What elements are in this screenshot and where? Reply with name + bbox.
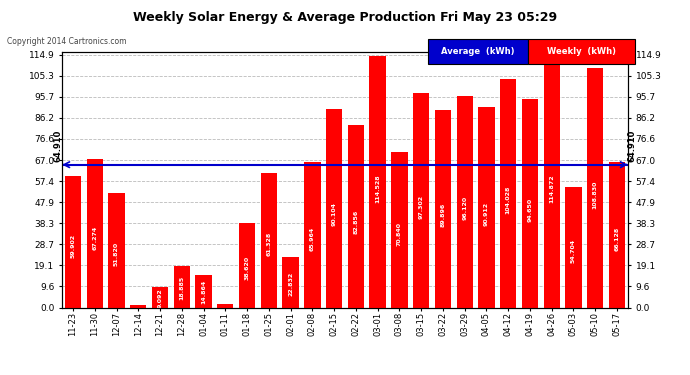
Bar <box>174 266 190 308</box>
Bar <box>478 108 495 307</box>
Bar <box>565 187 582 308</box>
Text: 59.902: 59.902 <box>70 234 75 258</box>
Text: 94.650: 94.650 <box>527 198 533 222</box>
Bar <box>86 159 103 308</box>
Bar <box>65 176 81 308</box>
Bar <box>435 110 451 308</box>
Bar <box>217 304 233 307</box>
Bar <box>369 56 386 308</box>
Text: 114.528: 114.528 <box>375 175 380 203</box>
Text: 70.840: 70.840 <box>397 222 402 246</box>
Bar <box>587 68 604 308</box>
Text: 54.704: 54.704 <box>571 239 576 263</box>
Bar <box>500 79 516 308</box>
Text: 82.856: 82.856 <box>353 210 358 234</box>
Bar <box>152 288 168 308</box>
Text: Copyright 2014 Cartronics.com: Copyright 2014 Cartronics.com <box>7 38 126 46</box>
Text: 51.820: 51.820 <box>114 242 119 266</box>
Text: 64.910: 64.910 <box>53 130 62 162</box>
Bar <box>282 257 299 307</box>
Bar <box>108 194 125 308</box>
Text: 14.864: 14.864 <box>201 280 206 304</box>
Bar <box>609 162 625 308</box>
Text: 108.830: 108.830 <box>593 181 598 209</box>
Text: 9.092: 9.092 <box>157 288 163 308</box>
Bar <box>522 99 538 308</box>
Text: 114.872: 114.872 <box>549 174 554 203</box>
Text: 38.620: 38.620 <box>244 255 250 280</box>
Bar <box>413 93 429 308</box>
Text: Weekly Solar Energy & Average Production Fri May 23 05:29: Weekly Solar Energy & Average Production… <box>133 11 557 24</box>
Bar <box>457 96 473 308</box>
Text: 64.910: 64.910 <box>628 130 637 162</box>
Text: 90.912: 90.912 <box>484 201 489 225</box>
Text: 22.832: 22.832 <box>288 272 293 296</box>
Text: 65.964: 65.964 <box>310 227 315 251</box>
Bar <box>261 172 277 308</box>
Bar <box>391 152 408 308</box>
Text: 97.302: 97.302 <box>419 195 424 219</box>
Text: 89.896: 89.896 <box>440 202 446 226</box>
Bar <box>326 109 342 307</box>
Bar <box>239 222 255 308</box>
Text: 104.028: 104.028 <box>506 186 511 214</box>
Text: Average  (kWh): Average (kWh) <box>441 47 515 56</box>
Text: 66.128: 66.128 <box>615 227 620 251</box>
Text: 96.120: 96.120 <box>462 196 467 220</box>
Text: 61.328: 61.328 <box>266 232 271 256</box>
Text: 67.274: 67.274 <box>92 226 97 250</box>
Text: 18.885: 18.885 <box>179 276 184 300</box>
Bar <box>304 162 321 308</box>
Bar <box>544 55 560 308</box>
Text: 90.104: 90.104 <box>332 202 337 226</box>
Bar <box>130 305 146 308</box>
Text: Weekly  (kWh): Weekly (kWh) <box>547 47 616 56</box>
Bar <box>195 275 212 308</box>
Bar <box>348 125 364 308</box>
